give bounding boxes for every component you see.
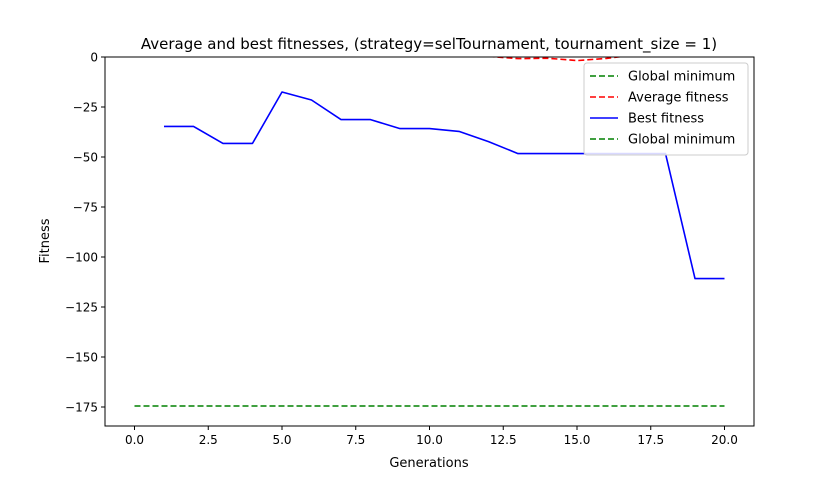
y-tick-label: −150: [65, 351, 98, 365]
y-tick-label: −125: [65, 301, 98, 315]
legend-label: Global minimum: [628, 133, 735, 148]
x-axis: 0.0 2.5 5.0 7.5 10.0 12.5 15.0 17.5 20.0: [125, 426, 738, 447]
x-tick-label: 17.5: [637, 433, 664, 447]
x-tick-label: 20.0: [711, 433, 738, 447]
y-tick-label: −175: [65, 401, 98, 415]
x-tick-label: 15.0: [564, 433, 591, 447]
x-tick-label: 7.5: [346, 433, 365, 447]
y-tick-label: −25: [73, 101, 98, 115]
legend-label: Average fitness: [628, 91, 729, 106]
y-tick-label: −100: [65, 251, 98, 265]
x-tick-label: 12.5: [490, 433, 517, 447]
x-tick-label: 2.5: [199, 433, 218, 447]
legend-box: [583, 62, 749, 156]
y-axis: 0 −25 −50 −75 −100 −125 −150 −175: [65, 51, 105, 415]
x-axis-label: Generations: [389, 456, 469, 471]
legend-label: Global minimum: [628, 70, 735, 85]
legend: Global minimum Average fitness Best fitnes…: [583, 62, 749, 156]
chart-title: Average and best fitnesses, (strategy=se…: [141, 35, 717, 54]
x-tick-label: 10.0: [416, 433, 443, 447]
y-axis-label: Fitness: [38, 218, 53, 263]
series-line-average-fitness: [488, 57, 622, 62]
x-tick-label: 0.0: [125, 433, 144, 447]
legend-label: Best fitness: [628, 112, 704, 127]
x-tick-label: 5.0: [272, 433, 291, 447]
y-tick-label: −50: [73, 151, 98, 165]
y-tick-label: −75: [73, 201, 98, 215]
y-tick-label: 0: [90, 51, 98, 65]
